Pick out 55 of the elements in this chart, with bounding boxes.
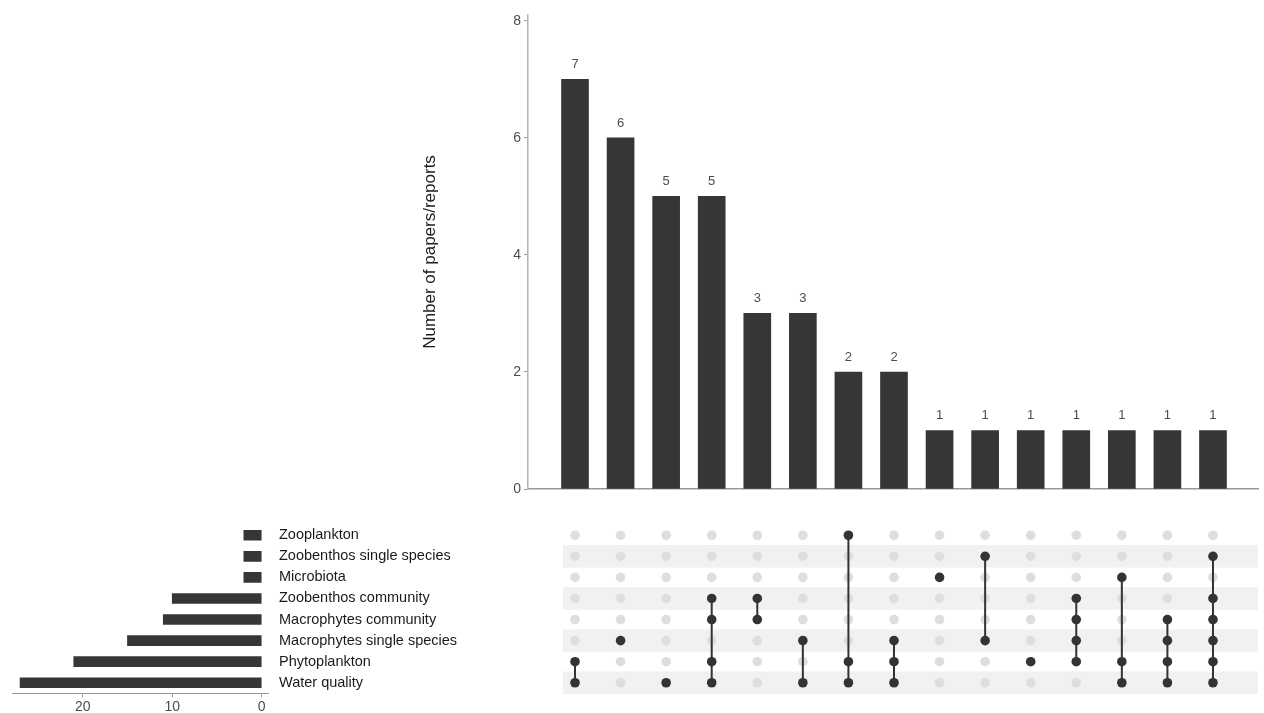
y-tick-label: 0 <box>513 479 522 496</box>
y-tick-label: Phytoplankton <box>279 652 371 669</box>
data-label: 7 <box>571 56 579 72</box>
bar <box>1108 430 1136 489</box>
x-tick-label: 10 <box>164 697 181 713</box>
data-label: 1 <box>935 407 944 423</box>
x-tick-label: 0 <box>257 697 266 713</box>
bar <box>73 656 262 668</box>
bar <box>171 593 262 604</box>
data-label: 1 <box>1163 407 1172 423</box>
data-label: 6 <box>616 114 625 130</box>
bar <box>243 550 262 562</box>
bar <box>789 313 817 489</box>
data-label: 5 <box>708 173 716 189</box>
bar <box>834 371 863 489</box>
y-tick-label: Water quality <box>279 673 364 690</box>
data-label: 3 <box>753 290 761 306</box>
data-label: 1 <box>1027 407 1035 423</box>
y-tick-label: Zooplankton <box>279 526 359 543</box>
bar <box>697 196 726 489</box>
y-tick-label: Microbiota <box>279 568 347 585</box>
y-tick-label: 6 <box>513 128 522 145</box>
bar <box>243 572 262 583</box>
bar <box>1062 430 1091 489</box>
bar <box>1153 430 1182 489</box>
bar <box>652 196 680 489</box>
y-tick-label: Zoobenthos community <box>279 589 431 606</box>
bar <box>971 430 999 489</box>
data-label: 1 <box>981 407 989 423</box>
bar <box>561 79 589 489</box>
bar <box>1016 430 1045 489</box>
bar <box>925 430 954 489</box>
bar <box>1199 430 1227 489</box>
x-tick-label: 20 <box>74 697 91 713</box>
data-label: 1 <box>1072 407 1080 423</box>
bar <box>880 371 908 489</box>
y-tick-label: Zoobenthos single species <box>279 547 451 564</box>
data-label: 1 <box>1209 407 1217 423</box>
data-label: 5 <box>662 173 670 189</box>
data-label: 2 <box>890 348 898 364</box>
data-label: 2 <box>844 348 853 364</box>
bar <box>606 137 635 489</box>
y-axis-title: Number of papers/reports <box>419 155 439 349</box>
bar <box>243 529 262 541</box>
y-tick-label: Macrophytes community <box>279 610 437 627</box>
y-tick-label: 4 <box>513 245 522 262</box>
data-label: 1 <box>1118 407 1126 423</box>
y-tick-label: Macrophytes single species <box>279 631 458 648</box>
data-label: 3 <box>799 290 807 306</box>
bar <box>19 677 262 689</box>
bar <box>127 635 262 646</box>
bar <box>743 313 772 489</box>
bar <box>162 614 262 625</box>
y-tick-label: 8 <box>513 11 522 28</box>
y-tick-label: 2 <box>513 362 522 379</box>
